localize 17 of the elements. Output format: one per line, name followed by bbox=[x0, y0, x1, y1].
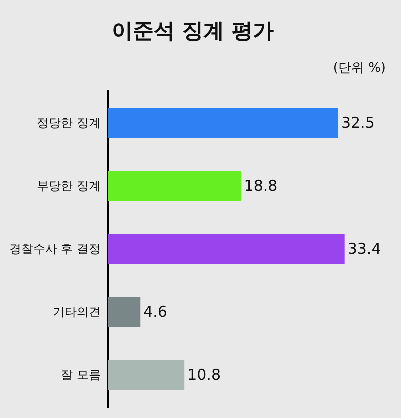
data-label: 33.4 bbox=[348, 240, 382, 258]
bar bbox=[108, 296, 141, 327]
bar bbox=[108, 234, 345, 264]
data-label: 32.5 bbox=[341, 114, 375, 132]
y-tick-label: 기타의견 bbox=[53, 304, 101, 319]
y-tick-label: 경찰수사 후 결정 bbox=[9, 242, 101, 256]
y-tick-label: 잘 모름 bbox=[61, 368, 101, 382]
bar bbox=[108, 171, 242, 202]
y-tick-label: 정당한 징계 bbox=[37, 116, 101, 130]
data-label: 4.6 bbox=[144, 302, 168, 321]
text: (단위 %) bbox=[333, 61, 386, 76]
chart-title: 이준석 징계 평가 bbox=[112, 19, 274, 43]
data-label: 18.8 bbox=[244, 177, 278, 196]
bar bbox=[108, 360, 185, 390]
bar bbox=[108, 108, 338, 138]
y-tick-label: 부당한 징계 bbox=[37, 179, 101, 194]
data-label: 10.8 bbox=[188, 366, 221, 384]
